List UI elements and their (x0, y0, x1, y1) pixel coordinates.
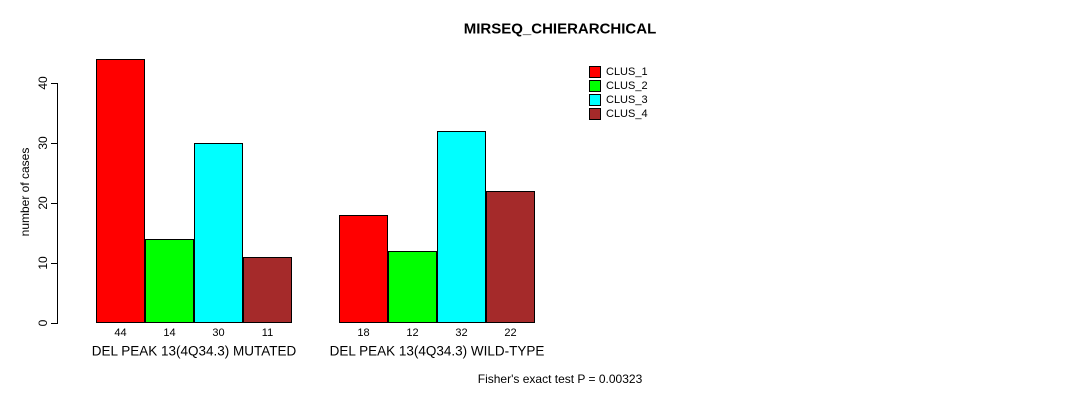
legend-swatch-clus_3 (589, 94, 601, 106)
legend-label-clus_3: CLUS_3 (606, 94, 648, 106)
bar-value-label: 11 (261, 327, 274, 339)
legend-swatch-clus_1 (589, 66, 601, 78)
y-axis-line (57, 83, 58, 324)
legend-label-clus_1: CLUS_1 (606, 66, 648, 78)
legend-label-clus_2: CLUS_2 (606, 80, 648, 92)
legend-swatch-clus_2 (589, 80, 601, 92)
y-axis-tick (51, 203, 57, 204)
bar-clus_2-mutated (145, 239, 194, 323)
y-axis-tick (51, 263, 57, 264)
y-axis-tick-label: 10 (36, 256, 50, 270)
legend-label-clus_4: CLUS_4 (606, 108, 648, 120)
bar-clus_4-wild-type (486, 191, 535, 323)
y-axis-tick-label: 20 (36, 196, 50, 210)
group-label-wild-type: DEL PEAK 13(4Q34.3) WILD-TYPE (329, 343, 545, 359)
bar-value-label: 30 (212, 327, 225, 339)
y-axis-tick (51, 323, 57, 324)
bar-value-label: 44 (114, 327, 127, 339)
y-axis-tick-label: 0 (36, 319, 50, 327)
bar-value-label: 22 (504, 327, 517, 339)
bar-clus_3-mutated (194, 143, 243, 323)
bar-value-label: 12 (406, 327, 419, 339)
fisher-test-footnote: Fisher's exact test P = 0.00323 (477, 372, 643, 386)
bar-clus_1-wild-type (339, 215, 388, 323)
chart-title: MIRSEQ_CHIERARCHICAL (463, 20, 657, 38)
bar-clus_4-mutated (243, 257, 292, 323)
y-axis-tick-label: 40 (36, 76, 50, 90)
y-axis-tick (51, 83, 57, 84)
bar-value-label: 18 (357, 327, 370, 339)
y-axis-tick-label: 30 (36, 136, 50, 150)
y-axis-title: number of cases (18, 147, 32, 237)
legend-swatch-clus_4 (589, 108, 601, 120)
bar-clus_2-wild-type (388, 251, 437, 323)
bar-clus_3-wild-type (437, 131, 486, 323)
bar-value-label: 14 (163, 327, 176, 339)
y-axis-tick (51, 143, 57, 144)
group-label-mutated: DEL PEAK 13(4Q34.3) MUTATED (91, 343, 297, 359)
bar-clus_1-mutated (96, 59, 145, 323)
bar-value-label: 32 (455, 327, 468, 339)
